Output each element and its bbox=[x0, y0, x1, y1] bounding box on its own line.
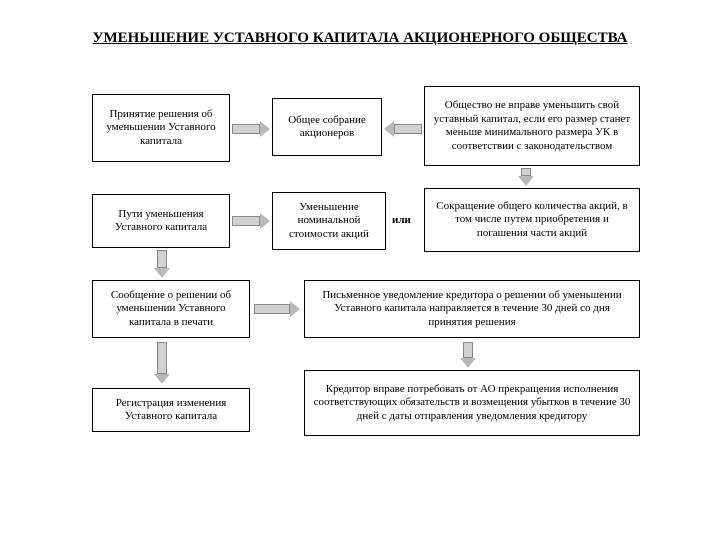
node-text: Общее собрание акционеров bbox=[279, 114, 375, 142]
node-r4c1: Регистрация изменения Уставного капитала bbox=[92, 388, 250, 432]
node-r1c3: Общество не вправе уменьшить свой уставн… bbox=[424, 86, 640, 166]
node-r2c3: Сокращение общего количества акций, в то… bbox=[424, 188, 640, 252]
node-text: Сообщение о решении об уменьшении Уставн… bbox=[99, 289, 243, 330]
arrow-down-icon bbox=[518, 168, 534, 186]
diagram-canvas: Принятие решения об уменьшении Уставного… bbox=[0, 54, 720, 514]
arrow-right-icon bbox=[254, 301, 300, 317]
arrow-left-icon bbox=[384, 121, 422, 137]
node-r4c2: Кредитор вправе потребовать от АО прекра… bbox=[304, 370, 640, 436]
node-text: Общество не вправе уменьшить свой уставн… bbox=[431, 99, 633, 154]
node-text: Регистрация изменения Уставного капитала bbox=[99, 397, 243, 425]
node-text: Уменьшение номинальной стоимости акций bbox=[279, 201, 379, 242]
arrow-right-icon bbox=[232, 213, 270, 229]
arrow-down-icon bbox=[154, 342, 170, 384]
node-text: Кредитор вправе потребовать от АО прекра… bbox=[311, 383, 633, 424]
arrow-down-icon bbox=[154, 250, 170, 278]
node-r2c2: Уменьшение номинальной стоимости акций bbox=[272, 192, 386, 250]
node-text: Принятие решения об уменьшении Уставного… bbox=[99, 108, 223, 149]
node-r3c2: Письменное уведомление кредитора о решен… bbox=[304, 280, 640, 338]
node-text: Пути уменьшения Уставного капитала bbox=[99, 208, 223, 236]
diagram-title: УМЕНЬШЕНИЕ УСТАВНОГО КАПИТАЛА АКЦИОНЕРНО… bbox=[0, 0, 720, 54]
node-r2c1: Пути уменьшения Уставного капитала bbox=[92, 194, 230, 248]
node-r3c1: Сообщение о решении об уменьшении Уставн… bbox=[92, 280, 250, 338]
node-text: Сокращение общего количества акций, в то… bbox=[431, 200, 633, 241]
node-r1c1: Принятие решения об уменьшении Уставного… bbox=[92, 94, 230, 162]
arrow-right-icon bbox=[232, 121, 270, 137]
node-r1c2: Общее собрание акционеров bbox=[272, 98, 382, 156]
node-text: Письменное уведомление кредитора о решен… bbox=[311, 289, 633, 330]
arrow-down-icon bbox=[460, 342, 476, 368]
or-label: или bbox=[392, 214, 411, 226]
